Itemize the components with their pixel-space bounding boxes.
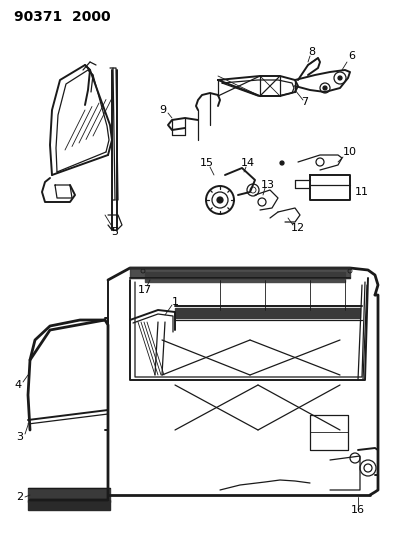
Polygon shape bbox=[28, 500, 110, 510]
Text: 17: 17 bbox=[138, 285, 152, 295]
Polygon shape bbox=[175, 308, 360, 318]
Text: 10: 10 bbox=[343, 147, 357, 157]
Text: 8: 8 bbox=[308, 47, 316, 57]
Text: 13: 13 bbox=[261, 180, 275, 190]
Text: 7: 7 bbox=[301, 97, 308, 107]
Circle shape bbox=[323, 86, 327, 90]
Polygon shape bbox=[145, 272, 345, 282]
Text: 9: 9 bbox=[160, 105, 167, 115]
Text: 2: 2 bbox=[16, 492, 23, 502]
Text: 1: 1 bbox=[172, 297, 179, 307]
Text: 4: 4 bbox=[14, 380, 21, 390]
Circle shape bbox=[217, 197, 223, 203]
Text: 6: 6 bbox=[349, 51, 355, 61]
Text: 5: 5 bbox=[112, 227, 118, 237]
Text: 14: 14 bbox=[241, 158, 255, 168]
Polygon shape bbox=[130, 268, 350, 278]
Circle shape bbox=[338, 76, 342, 80]
Text: 11: 11 bbox=[355, 187, 369, 197]
Text: 3: 3 bbox=[17, 432, 23, 442]
Text: 16: 16 bbox=[351, 505, 365, 515]
Text: 90371  2000: 90371 2000 bbox=[14, 10, 111, 24]
Text: 15: 15 bbox=[200, 158, 214, 168]
Circle shape bbox=[280, 161, 284, 165]
Polygon shape bbox=[28, 488, 110, 502]
Text: 12: 12 bbox=[291, 223, 305, 233]
